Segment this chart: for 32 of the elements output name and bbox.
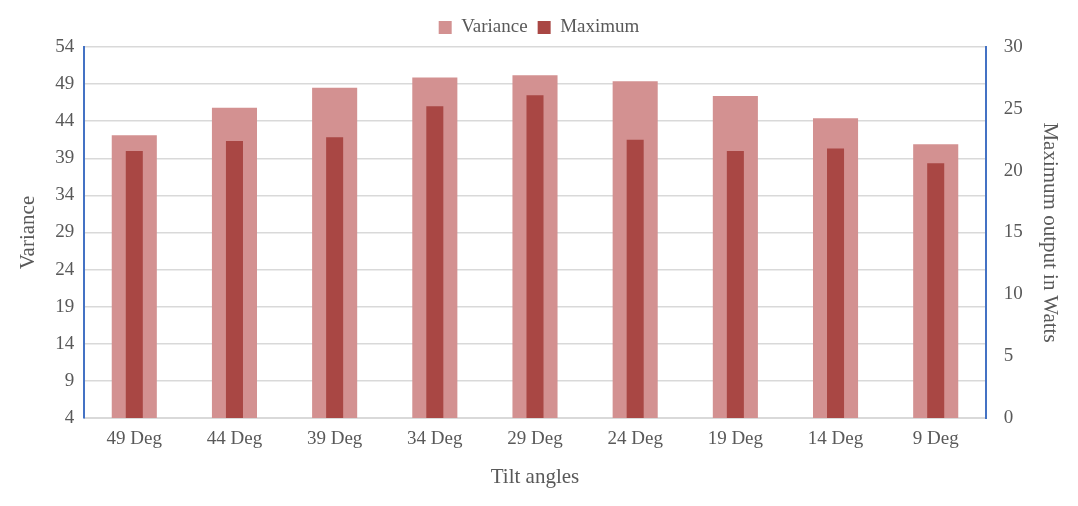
- y-tick-label: 39: [55, 146, 75, 168]
- y-tick-label: 4: [64, 405, 75, 427]
- x-tick-label: 9 Deg: [912, 427, 960, 449]
- y-axis-title: Variance: [15, 195, 40, 270]
- x-tick-label: 44 Deg: [206, 427, 263, 449]
- y-tick-label: 29: [55, 220, 75, 242]
- y-tick-label: 14: [55, 331, 75, 353]
- x-tick-label: 19 Deg: [707, 427, 764, 449]
- x-tick-label: 14 Deg: [807, 427, 864, 449]
- y-tick-label: 34: [55, 183, 75, 205]
- y2-tick-label: 15: [1003, 220, 1023, 242]
- y2-axis-title: Maximum output in Watts: [1038, 122, 1063, 343]
- legend-label: Variance: [461, 15, 528, 37]
- x-tick-label: 49 Deg: [106, 427, 163, 449]
- y2-tick-label: 30: [1003, 34, 1023, 56]
- y-tick-label: 54: [55, 34, 75, 56]
- y-tick-label: 49: [55, 72, 75, 94]
- x-tick-label: 39 Deg: [306, 427, 363, 449]
- y2-tick-label: 25: [1003, 96, 1023, 118]
- x-tick-label: 24 Deg: [607, 427, 664, 449]
- y-tick-label: 24: [55, 257, 75, 279]
- y2-tick-label: 0: [1003, 405, 1014, 427]
- x-tick-label: 29 Deg: [507, 427, 564, 449]
- y-tick-label: 44: [55, 109, 75, 131]
- x-axis-title: Tilt angles: [490, 463, 580, 488]
- x-tick-label: 34 Deg: [407, 427, 464, 449]
- legend-label: Maximum: [560, 15, 640, 37]
- y-tick-label: 9: [64, 368, 75, 390]
- y2-tick-label: 5: [1003, 344, 1014, 366]
- y2-tick-label: 10: [1003, 282, 1023, 304]
- y-tick-label: 19: [55, 294, 75, 316]
- y2-tick-label: 20: [1003, 158, 1023, 180]
